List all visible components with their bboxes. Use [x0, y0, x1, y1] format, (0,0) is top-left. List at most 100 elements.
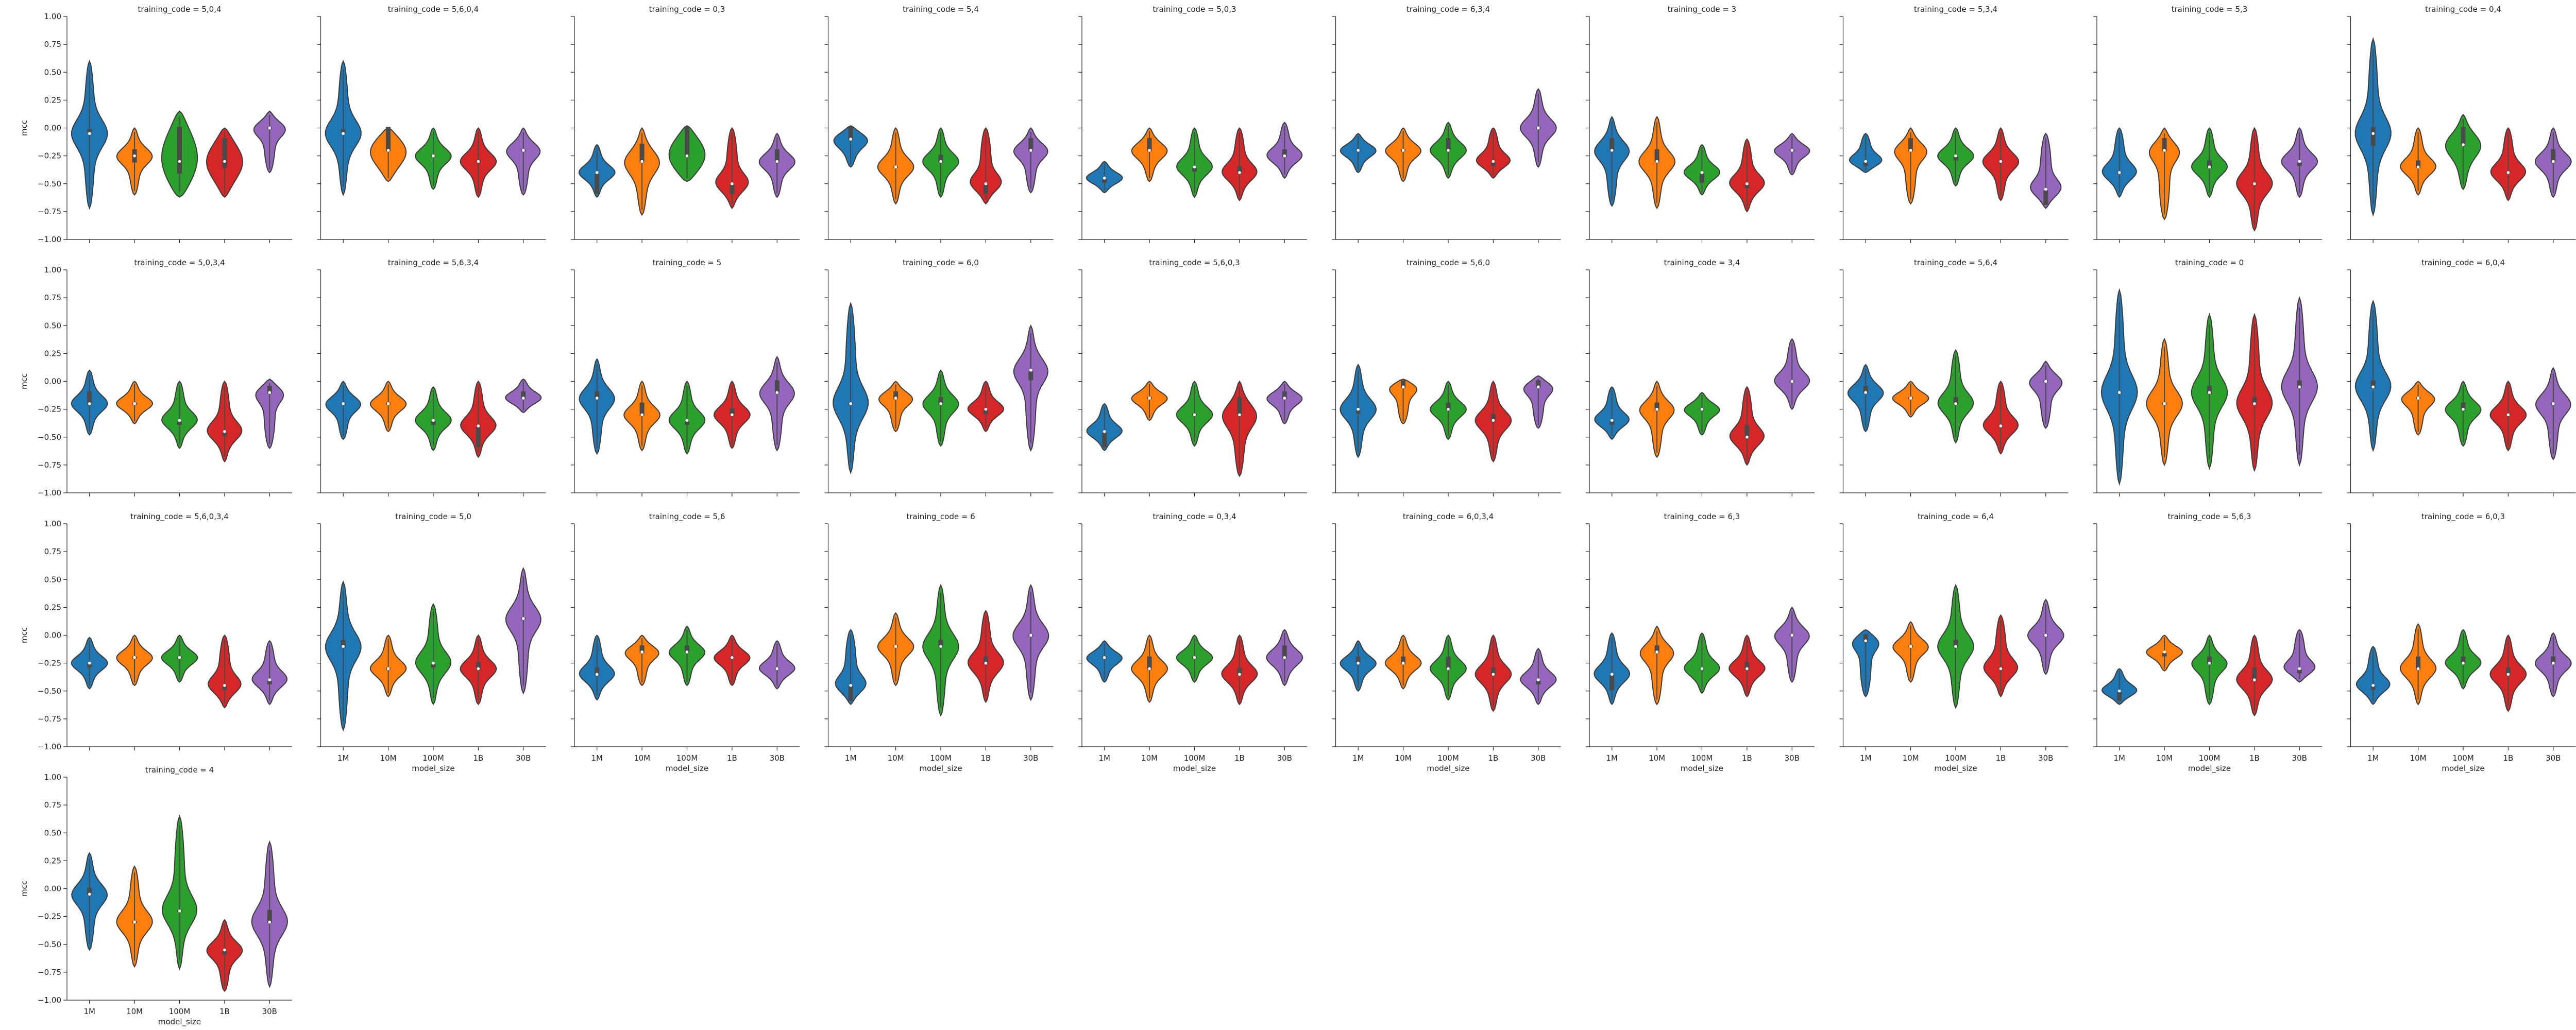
- facet-panel: training_code = 6,3,4: [1332, 5, 1561, 243]
- x-tick-label: 30B: [262, 1007, 277, 1016]
- y-axis-label: mcc: [20, 627, 29, 643]
- violin-median: [775, 160, 779, 163]
- violin-median: [88, 892, 91, 896]
- violin-median: [268, 391, 272, 394]
- x-tick-label: 100M: [2452, 753, 2474, 763]
- violin-median: [1790, 633, 1794, 637]
- x-axis-label: model_size: [1173, 764, 1216, 774]
- violin-median: [685, 650, 689, 654]
- y-tick-label: 0.00: [44, 884, 61, 894]
- violin-median: [1401, 149, 1405, 152]
- y-tick-label: −1.00: [38, 995, 61, 1005]
- panel-title: training_code = 3,4: [1664, 258, 1740, 268]
- violin-median: [1745, 435, 1749, 439]
- violin-median: [1447, 407, 1450, 411]
- x-tick-label: 10M: [1649, 753, 1665, 763]
- violin-median: [2298, 667, 2301, 671]
- x-tick-label: 1M: [1860, 753, 1872, 763]
- y-tick-label: 0.75: [44, 800, 61, 810]
- violin-median: [1864, 391, 1867, 394]
- y-tick-label: −0.75: [38, 968, 61, 977]
- violin-median: [595, 673, 599, 676]
- violin-median: [1999, 160, 2003, 163]
- y-tick-label: 0.75: [44, 547, 61, 556]
- violin-median: [2253, 678, 2256, 681]
- x-tick-label: 10M: [1903, 753, 1919, 763]
- x-tick-label: 1M: [337, 753, 349, 763]
- facet-panel: training_code = 3,4: [1586, 258, 1815, 496]
- violin-median: [1655, 407, 1658, 411]
- x-tick-label: 10M: [888, 753, 904, 763]
- y-tick-label: −0.75: [38, 460, 61, 470]
- x-tick-label: 10M: [1141, 753, 1158, 763]
- violin-median: [984, 661, 988, 665]
- violin-median: [1283, 656, 1286, 659]
- violin-median: [1238, 171, 1241, 174]
- facet-panel: training_code = 5,0,3,4 −1.00 −0.75 −0.50 −0…: [20, 258, 292, 497]
- violin-median: [2044, 633, 2047, 637]
- facet-panel: training_code = 3: [1586, 5, 1815, 243]
- facet-panel: training_code = 6 1M 10M 100M 1B 30B model_siz…: [824, 512, 1054, 774]
- y-tick-label: −1.00: [38, 742, 61, 751]
- violin-median: [477, 160, 480, 163]
- y-tick-label: 0.50: [44, 67, 61, 77]
- violin-median: [2462, 407, 2465, 411]
- violin-median: [477, 424, 480, 427]
- violin-median: [88, 402, 91, 405]
- violin-median: [2208, 661, 2211, 665]
- violin-median: [133, 920, 136, 924]
- x-tick-label: 1M: [1098, 753, 1110, 763]
- y-tick-label: 0.50: [44, 828, 61, 837]
- violin-median: [1610, 673, 1614, 676]
- x-tick-label: 10M: [380, 753, 397, 763]
- facet-panel: training_code = 6,0,3 1M 10M 100M 1B 30B model…: [2347, 512, 2576, 774]
- violin-median: [2253, 402, 2256, 405]
- violin-median: [595, 171, 599, 174]
- violin-median: [522, 149, 525, 152]
- y-tick-label: −0.25: [38, 405, 61, 414]
- x-tick-label: 1B: [2503, 753, 2513, 763]
- x-tick-label: 100M: [1184, 753, 1206, 763]
- violin-median: [1103, 177, 1106, 180]
- violin-median: [1357, 407, 1360, 411]
- violin-median: [939, 160, 942, 163]
- panel-title: training_code = 6,4: [1918, 512, 1994, 522]
- violin-median: [849, 138, 852, 141]
- x-tick-label: 100M: [1945, 753, 1967, 763]
- panel-title: training_code = 5,0: [395, 512, 471, 522]
- violin-median: [1492, 419, 1495, 422]
- violin-median: [133, 402, 136, 405]
- violin-median: [2163, 650, 2166, 654]
- violin-median: [432, 661, 435, 665]
- x-tick-label: 10M: [126, 1007, 143, 1016]
- panel-title: training_code = 5,3,4: [1914, 5, 1997, 14]
- violin-median: [178, 419, 181, 422]
- violin-median: [88, 661, 91, 665]
- facet-panel: training_code = 5,4: [824, 5, 1054, 243]
- violin-median: [223, 948, 226, 952]
- y-tick-label: −0.25: [38, 659, 61, 668]
- panel-title: training_code = 6: [906, 512, 975, 522]
- y-tick-label: −0.50: [38, 686, 61, 696]
- violin-median: [1148, 149, 1151, 152]
- facet-panel: training_code = 5,6,0: [1332, 258, 1561, 496]
- violin-median: [1864, 639, 1867, 643]
- violin-median: [640, 413, 643, 417]
- violin-median: [1492, 160, 1495, 163]
- x-tick-label: 1M: [2367, 753, 2379, 763]
- violin-median: [1029, 633, 1032, 637]
- violin-median: [2552, 160, 2555, 163]
- facet-panel: training_code = 5,3,4: [1839, 5, 2069, 243]
- x-tick-label: 1M: [845, 753, 857, 763]
- y-tick-label: −0.75: [38, 714, 61, 724]
- violin-median: [775, 391, 779, 394]
- violin-median: [1492, 673, 1495, 676]
- x-tick-label: 30B: [1785, 753, 1800, 763]
- facet-panel: training_code = 6,3 1M 10M 100M 1B 30B model_s…: [1586, 512, 1815, 774]
- violin-median: [1909, 645, 1912, 648]
- x-tick-label: 30B: [2038, 753, 2053, 763]
- violin-median: [133, 656, 136, 659]
- facet-panel: training_code = 5,6,0,4: [317, 5, 546, 243]
- violin-median: [1700, 171, 1704, 174]
- violin-median: [685, 154, 689, 158]
